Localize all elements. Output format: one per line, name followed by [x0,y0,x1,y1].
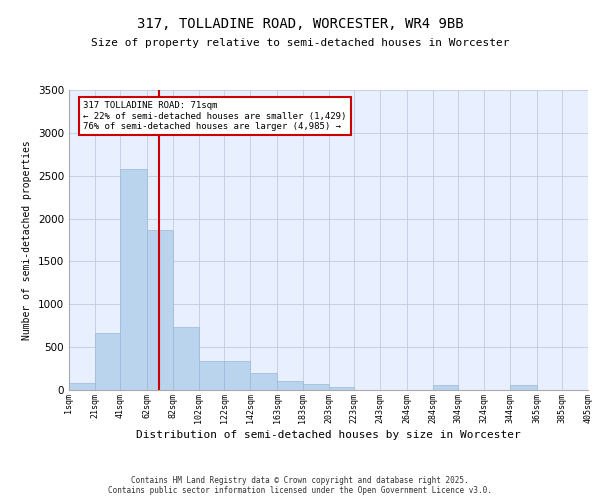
Bar [224,361,250,390]
Y-axis label: Number of semi-detached properties: Number of semi-detached properties [22,140,32,340]
Bar [121,169,148,390]
Bar [199,361,224,390]
Bar [277,380,303,390]
Text: Contains HM Land Registry data © Crown copyright and database right 2025.
Contai: Contains HM Land Registry data © Crown c… [108,476,492,495]
Bar [329,386,354,390]
Text: 317, TOLLADINE ROAD, WORCESTER, WR4 9BB: 317, TOLLADINE ROAD, WORCESTER, WR4 9BB [137,18,463,32]
Bar [250,373,277,390]
Text: Size of property relative to semi-detached houses in Worcester: Size of property relative to semi-detach… [91,38,509,48]
Bar [148,230,173,390]
Bar [303,384,329,390]
Bar [433,385,458,390]
Bar [509,385,536,390]
Bar [69,383,95,390]
Text: 317 TOLLADINE ROAD: 71sqm
← 22% of semi-detached houses are smaller (1,429)
76% : 317 TOLLADINE ROAD: 71sqm ← 22% of semi-… [83,101,347,131]
Bar [95,332,121,390]
Bar [173,328,199,390]
X-axis label: Distribution of semi-detached houses by size in Worcester: Distribution of semi-detached houses by … [136,430,521,440]
